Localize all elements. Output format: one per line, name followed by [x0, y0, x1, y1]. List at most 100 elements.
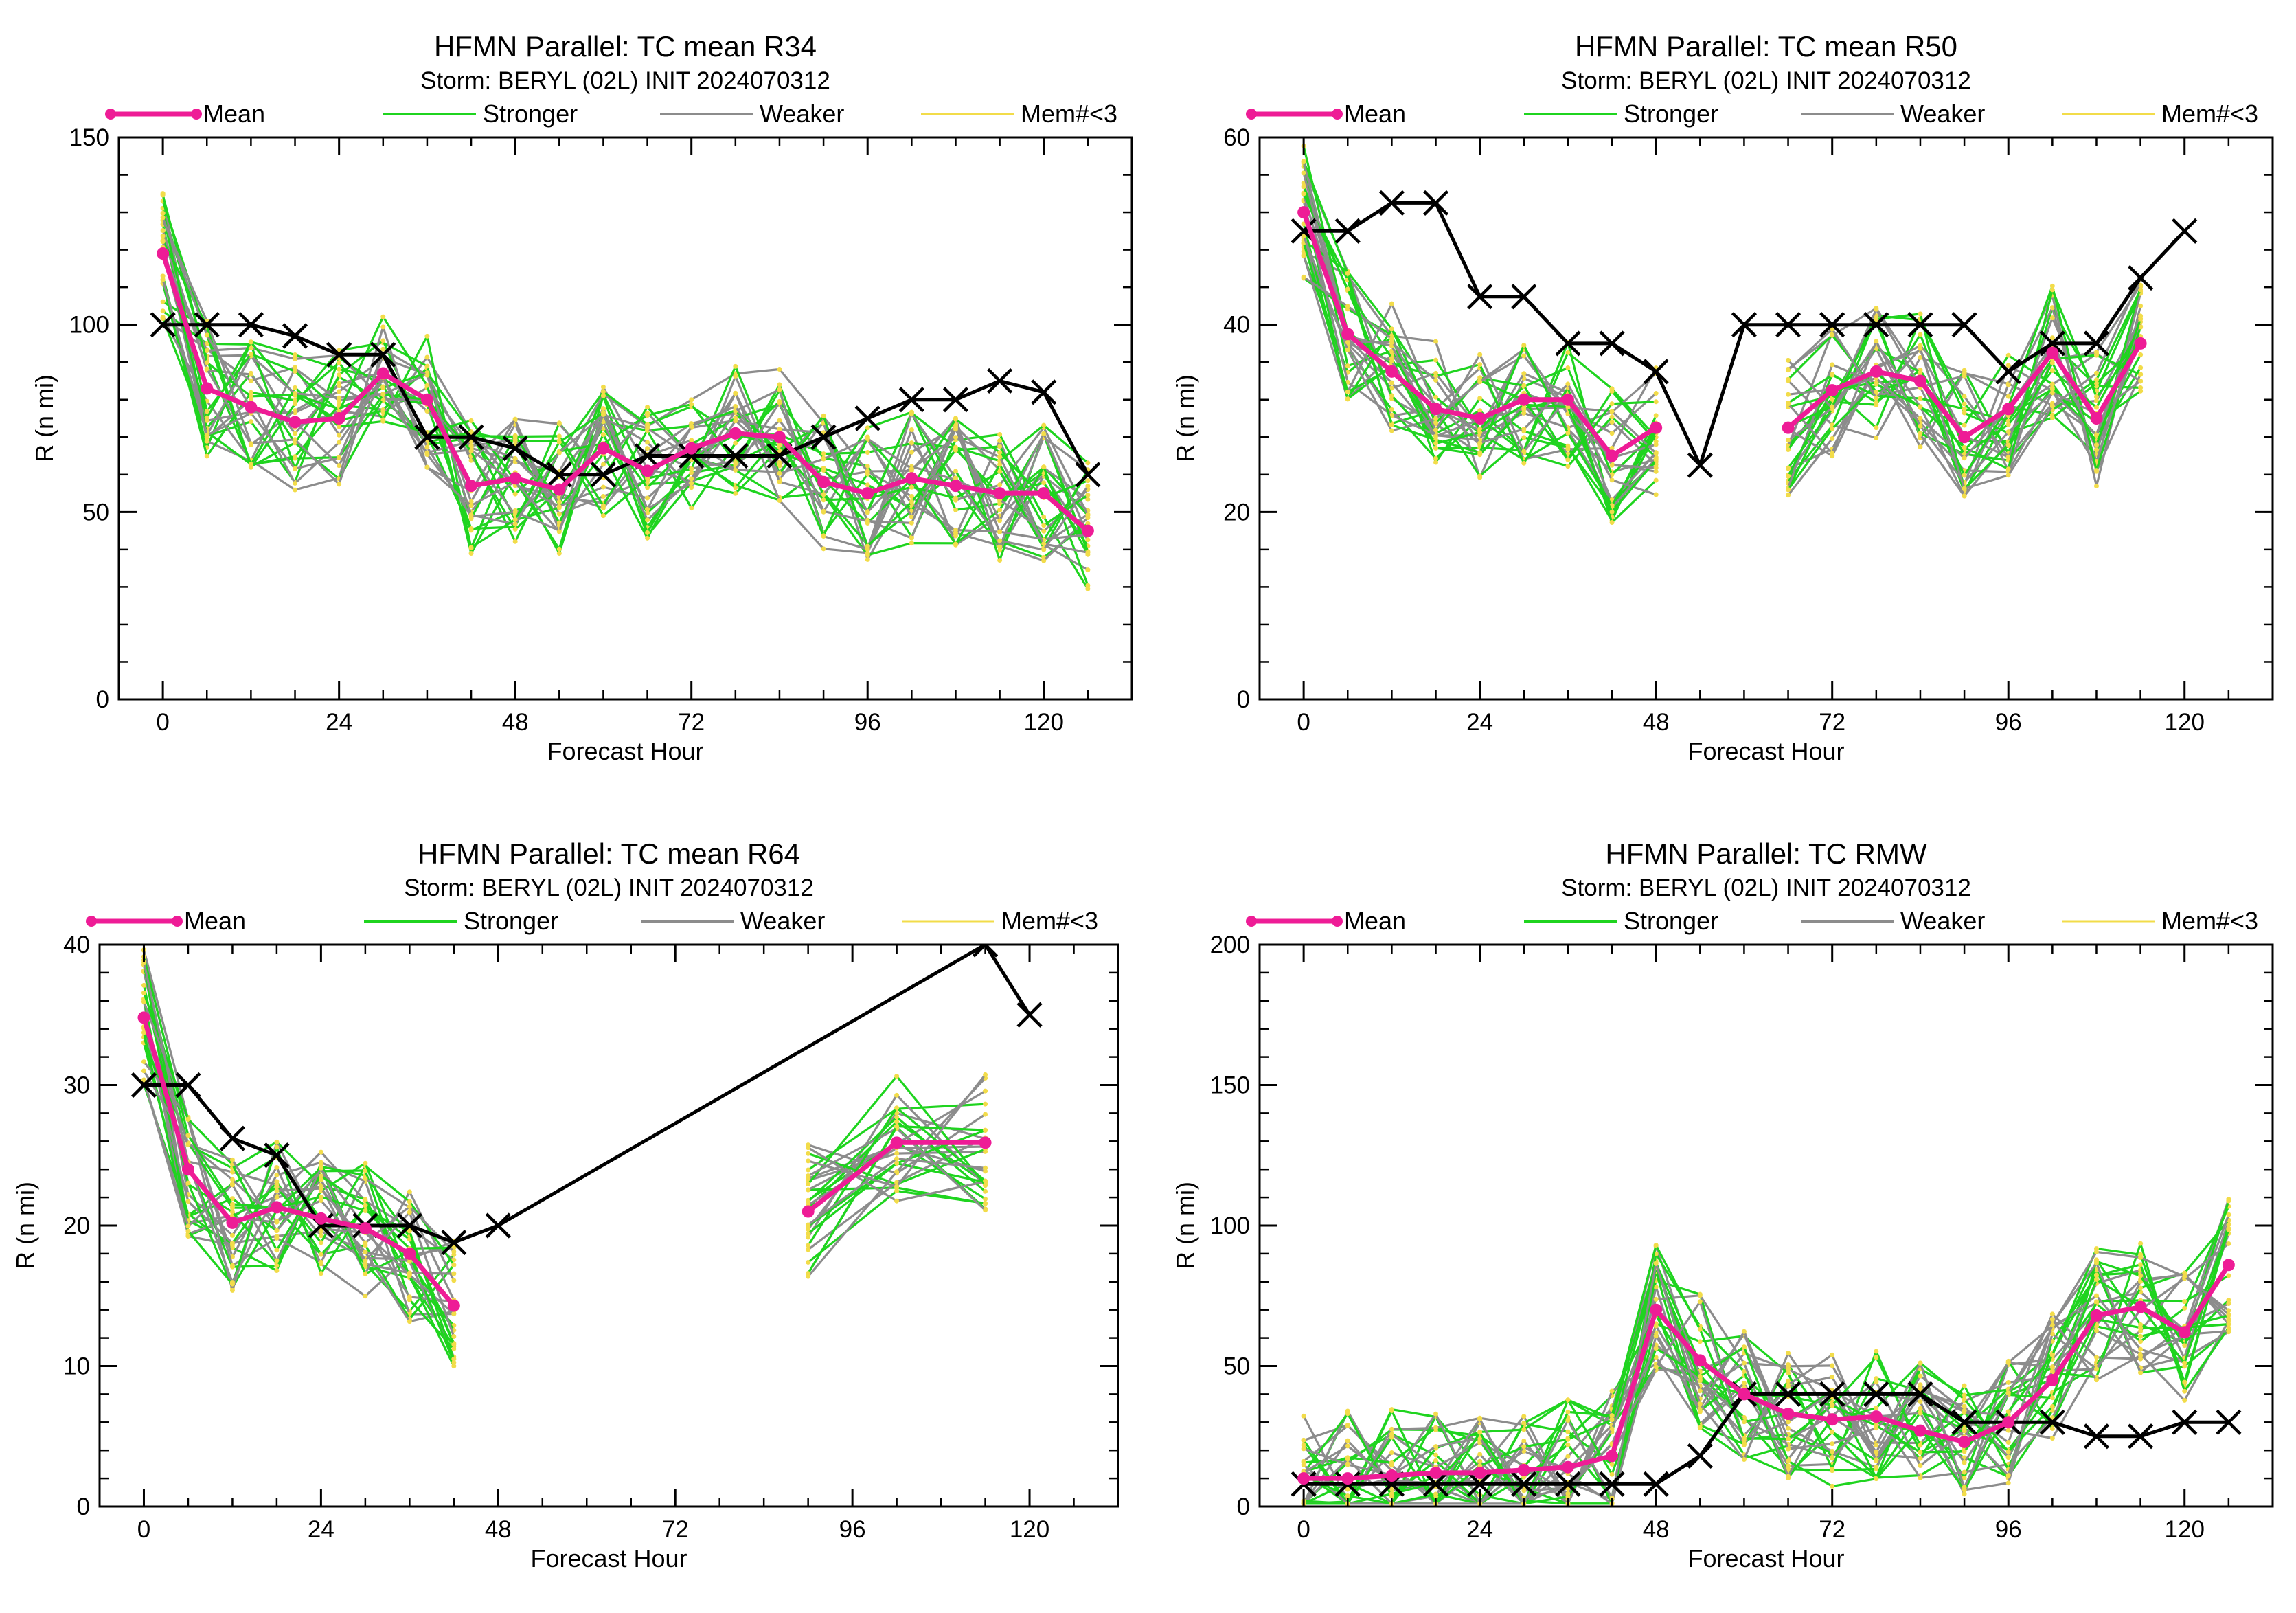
y-tick-label: 20 [1223, 499, 1250, 526]
member-point [2093, 1293, 2099, 1298]
member-point [600, 393, 606, 398]
member-point [1962, 1428, 1967, 1434]
mean-point [1958, 1435, 1971, 1448]
member-point [2182, 1388, 2187, 1394]
member-point [733, 363, 738, 369]
mean-point [1782, 1408, 1795, 1421]
member-point [160, 192, 166, 198]
member-point [1653, 457, 1659, 462]
member-point [337, 440, 342, 445]
mean-point [905, 472, 918, 485]
member-point [821, 492, 826, 497]
member-point [318, 1165, 323, 1171]
y-tick-label: 50 [1223, 1353, 1250, 1380]
member-point [1433, 440, 1439, 446]
member-point [1874, 1355, 1879, 1360]
member-point [1301, 1446, 1306, 1452]
legend-stronger-label: Stronger [464, 907, 558, 935]
member-point [645, 422, 650, 427]
member-point [777, 382, 782, 387]
member-point [229, 1232, 235, 1238]
member-point [424, 444, 430, 450]
member-point [1433, 433, 1439, 439]
member-point [2005, 1454, 2011, 1460]
member-point [1301, 1462, 1306, 1467]
member-point [424, 464, 430, 470]
x-tick-label: 72 [662, 1516, 689, 1543]
mean-point [226, 1216, 239, 1229]
member-point [363, 1261, 368, 1267]
mean-point [1826, 384, 1839, 397]
official-forecast-marker [1599, 330, 1625, 357]
official-forecast-marker [370, 341, 396, 368]
member-point [600, 513, 606, 519]
member-point [1565, 381, 1571, 387]
member-point [1345, 363, 1350, 369]
member-point [806, 1234, 811, 1240]
member-point [689, 466, 694, 472]
member-point [1830, 436, 1835, 441]
member-point [1653, 1243, 1659, 1248]
member-point [1565, 457, 1571, 462]
member-point [1697, 1374, 1703, 1379]
member-point [2138, 324, 2144, 330]
chart-subtitle: Storm: BERYL (02L) INIT 2024070312 [1561, 67, 1971, 94]
member-point [424, 354, 430, 360]
mean-point [641, 464, 654, 477]
member-point [689, 397, 694, 403]
member-point [1565, 1429, 1571, 1434]
mean-point [2046, 346, 2059, 359]
member-point [1433, 445, 1439, 451]
member-point [997, 529, 1003, 534]
official-forecast-marker [150, 312, 176, 338]
member-point [1697, 1406, 1703, 1411]
legend-mean-dot [191, 109, 202, 120]
chart-subtitle: Storm: BERYL (02L) INIT 2024070312 [420, 67, 830, 94]
y-tick-label: 200 [1210, 932, 1250, 958]
x-tick-label: 48 [1643, 1516, 1670, 1543]
member-point [318, 1233, 323, 1239]
y-tick-label: 60 [1223, 124, 1250, 151]
mean-point [1385, 365, 1398, 378]
member-point [600, 493, 606, 499]
mean-point [817, 475, 830, 488]
member-point [1085, 567, 1091, 573]
member-point [556, 421, 562, 427]
member-point [337, 432, 342, 438]
member-point [468, 418, 474, 423]
x-tick-label: 48 [1643, 709, 1670, 736]
official-forecast-marker [2039, 330, 2065, 357]
member-point [229, 1196, 235, 1202]
member-point [645, 535, 650, 541]
member-point [1085, 550, 1091, 555]
member-point [1041, 547, 1047, 552]
member-point [1389, 1491, 1394, 1496]
member-point [2005, 1409, 2011, 1414]
member-point [1389, 407, 1394, 412]
member-point [983, 1208, 988, 1213]
mean-point [201, 382, 214, 395]
member-point [806, 1199, 811, 1204]
mean-point [597, 442, 610, 455]
member-point [2093, 447, 2099, 453]
member-point [997, 538, 1003, 543]
mean-point [1606, 1450, 1619, 1463]
member-point [645, 475, 650, 481]
official-forecast-marker [1511, 1471, 1537, 1497]
member-point [2226, 1301, 2231, 1307]
member-point [2182, 1379, 2187, 1385]
member-point [2093, 1355, 2099, 1360]
member-point [733, 374, 738, 379]
member-point [274, 1235, 280, 1241]
official-forecast-marker [1555, 1471, 1581, 1497]
member-point [1830, 404, 1835, 409]
member-point [1433, 1458, 1439, 1463]
mean-point [1297, 1472, 1310, 1485]
mean-point [1913, 374, 1926, 387]
y-tick-label: 30 [63, 1072, 90, 1099]
member-point [2005, 352, 2011, 358]
member-point [1433, 420, 1439, 425]
member-point [1874, 1449, 1879, 1454]
member-point [865, 509, 870, 515]
member-point [1565, 1418, 1571, 1423]
